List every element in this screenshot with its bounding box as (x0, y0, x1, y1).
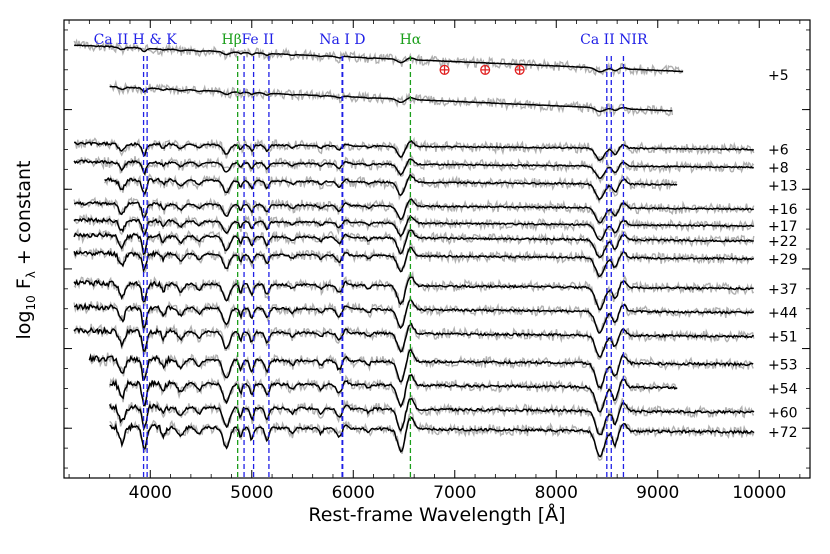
spectrum-+22 (73, 229, 754, 259)
marker-label-na-i-d: Na I D (319, 32, 365, 48)
epoch-label-+6: +6 (768, 142, 789, 158)
marker-label-fe-ii: Fe II (241, 32, 274, 48)
epoch-label-+17: +17 (768, 219, 798, 235)
x-tick-label-6000: 6000 (332, 483, 375, 503)
telluric-marker-0: ⊕ (438, 60, 451, 79)
x-tick-label-10000: 10000 (732, 483, 786, 503)
marker-label-h-beta: Hβ (222, 32, 242, 48)
x-tick-label-7000: 7000 (433, 483, 476, 503)
spectrum-+16 (73, 198, 754, 224)
x-tick-label-4000: 4000 (129, 483, 172, 503)
spectrum-+13 (104, 173, 678, 201)
x-axis-title: Rest-frame Wavelength [Å] (308, 503, 565, 526)
raw-spectrum-+44 (73, 294, 755, 335)
spectrum-+5b (109, 85, 673, 113)
epoch-label-+29: +29 (768, 252, 798, 268)
raw-spectrum-+5 (73, 38, 684, 78)
raw-spectrum-+6 (74, 136, 755, 165)
x-tick-label-5000: 5000 (230, 483, 273, 503)
spectrum-+29 (73, 246, 754, 278)
spectrum-+5 (74, 44, 684, 73)
telluric-marker-1: ⊕ (479, 60, 492, 79)
spectrum-+51 (73, 322, 754, 358)
spectrum-+44 (73, 298, 754, 334)
spectrum-+60 (109, 397, 755, 436)
spectrum-+53 (88, 348, 754, 390)
epoch-label-+13: +13 (768, 178, 798, 194)
smoothed-spectra (73, 44, 755, 458)
axis-ticks: 4000 5000 6000 7000 8000 9000 10000 (64, 20, 810, 503)
raw-spectrum-+22 (73, 227, 755, 263)
spectrum-+72 (109, 416, 755, 458)
line-markers: Ca II H & K Hβ Fe II Na I D Hα Ca II NIR ⊕ ⊕ ⊕ (94, 32, 648, 478)
raw-spectrum-+8 (73, 154, 755, 184)
epoch-label-+51: +51 (768, 330, 798, 346)
spectrum-+8 (73, 158, 754, 179)
y-axis-title: log10 Fλ + constant (13, 161, 38, 340)
raw-spectrum-+37 (73, 270, 754, 314)
y-axis-title-log: log (13, 311, 35, 340)
y-axis-title-suffix: + constant (13, 161, 35, 272)
spectrum-+54 (109, 374, 678, 413)
y-axis-title-lambda: λ (24, 271, 38, 278)
x-tick-label-9000: 9000 (636, 483, 679, 503)
epoch-label-+16: +16 (768, 202, 798, 218)
marker-label-h-alpha: Hα (400, 32, 422, 48)
marker-label-ca-nir: Ca II NIR (580, 32, 648, 48)
raw-spectrum-+17 (73, 213, 755, 243)
epoch-label-+60: +60 (768, 405, 798, 421)
spectrum-+37 (73, 275, 754, 311)
raw-spectrum-+29 (73, 240, 755, 280)
spectrum-+6 (73, 139, 755, 162)
marker-label-ca-hk: Ca II H & K (94, 32, 178, 48)
raw-spectrum-+72 (109, 411, 755, 461)
x-tick-label-8000: 8000 (535, 483, 578, 503)
epoch-label-+8: +8 (768, 160, 789, 176)
epoch-label-+37: +37 (768, 282, 798, 298)
epoch-label-+44: +44 (768, 306, 798, 322)
spectrum-+17 (73, 214, 754, 242)
telluric-marker-2: ⊕ (513, 60, 526, 79)
y-axis-title-base: 10 (24, 295, 38, 310)
series-labels: +5 +6 +8 +13 +16+17+22 +29 +37 +44 +51 +53 +54 +60 +… (768, 68, 798, 441)
epoch-label-+5: +5 (768, 68, 789, 84)
epoch-label-+54: +54 (768, 381, 798, 397)
y-axis-title-f: F (13, 278, 35, 295)
epoch-label-+22: +22 (768, 234, 798, 250)
epoch-label-+72: +72 (768, 425, 798, 441)
epoch-label-+53: +53 (768, 357, 798, 373)
